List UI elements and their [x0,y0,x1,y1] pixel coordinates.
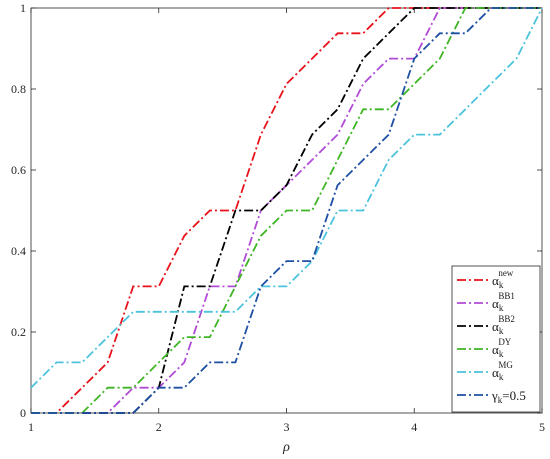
series-line-1 [31,7,542,414]
legend-entry-2: αkBB1 [492,291,515,313]
x-tick-label: 4 [411,420,417,434]
y-tick-label: 0 [20,406,26,420]
series-line-6 [31,7,542,414]
legend-entry-3: αkBB2 [492,314,515,336]
x-tick-label: 1 [28,420,34,434]
y-tick-label: 0.6 [11,163,26,177]
series-line-5 [30,7,543,389]
x-axis: 1 2 3 4 5 [28,8,545,434]
y-tick-label: 0.2 [11,325,26,339]
legend-entry-5: αkMG [492,360,513,382]
legend-entry-1: αknew [492,268,514,290]
x-tick-label: 2 [156,420,162,434]
legend-box [451,265,541,413]
x-axis-label: ρ [282,440,290,455]
x-tick-label: 5 [539,420,545,434]
y-tick-label: 1 [20,1,26,15]
y-tick-label: 0.4 [11,244,26,258]
legend-entry-6: γk=0.5 [491,388,526,405]
series-line-3 [31,7,542,414]
y-tick-label: 0.8 [11,82,26,96]
series-layer [30,7,543,414]
series-line-4 [31,7,542,414]
x-tick-label: 3 [284,420,290,434]
legend-entry-4: αkDY [492,337,512,359]
